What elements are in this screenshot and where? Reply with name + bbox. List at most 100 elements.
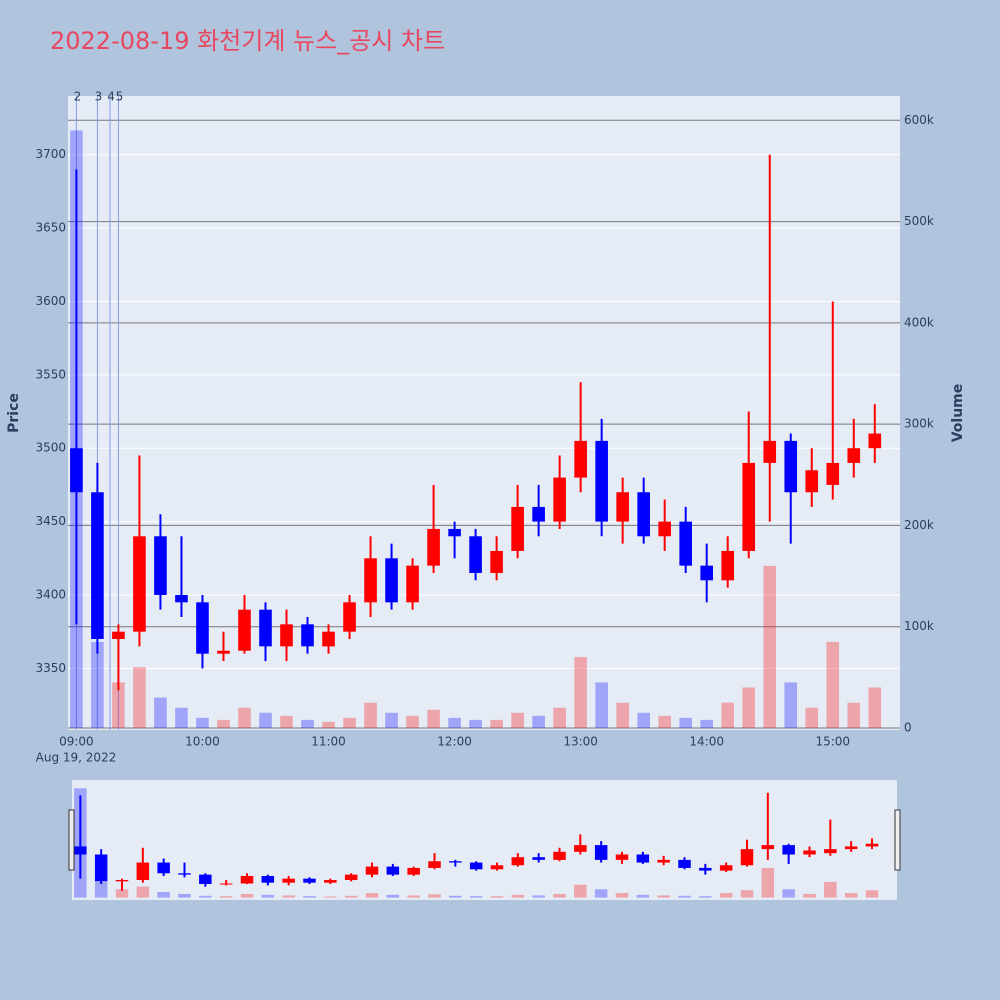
y2-tick-label: 100k [904,619,934,633]
x-tick-label: 11:00 [311,735,346,749]
candle-body [616,492,629,522]
volume-bar [428,894,441,898]
slider-handle[interactable] [894,809,901,871]
volume-bar [699,896,712,898]
volume-bar [112,682,125,728]
volume-bar [574,884,587,898]
volume-bar [553,893,566,898]
volume-bar [868,687,882,728]
volume-bar [700,719,714,728]
candle-body [490,550,503,573]
volume-bar [824,881,837,898]
volume-bar [721,702,735,728]
volume-bar [407,895,420,898]
candle-body [469,536,482,573]
candle-body [490,865,504,870]
candle-body [178,873,191,875]
candle-body [615,854,629,860]
candle-body [259,609,272,647]
volume-bar [364,702,377,728]
volume-bar [574,657,587,728]
volume-bar [91,641,104,728]
slider-handle[interactable] [68,809,75,871]
candle-body [428,861,441,868]
candle-body [826,462,840,485]
volume-bar [615,892,629,898]
volume-bar [803,893,816,898]
candle-body [532,857,545,860]
y-tick-label: 3700 [35,147,66,161]
candle-body [196,602,209,654]
volume-bar [490,719,503,728]
volume-bar [719,892,733,898]
volume-bar [406,715,419,728]
x-date-label: Aug 19, 2022 [36,751,117,765]
y2-tick-label: 500k [904,214,934,228]
volume-bar [196,717,209,728]
volume-bar [637,712,650,728]
candle-body [407,867,420,875]
annotation-label: 2 [74,90,82,104]
volume-bar [259,712,272,728]
volume-bar [532,895,545,898]
volume-bar [847,702,861,728]
annotation-label: 3 [95,90,103,104]
candle-body [365,866,379,875]
volume-bar [303,896,316,898]
candle-body [136,862,150,881]
volume-bar [133,667,146,728]
y-tick-label: 3650 [35,221,66,235]
volume-bar [365,892,379,898]
y2-tick-label: 600k [904,113,934,127]
volume-bar [511,712,524,728]
annotation-label: 4 [107,90,115,104]
volume-bar [865,890,879,898]
candle-body [406,565,419,603]
candle-body [448,528,461,537]
volume-bar [343,717,356,728]
volume-bar [94,881,108,898]
candle-body [594,845,608,860]
candle-body [344,874,358,881]
candle-body [784,440,798,493]
candle-body [469,862,483,870]
candle-body [385,558,398,603]
volume-bar [154,697,167,728]
candle-body [511,857,525,866]
candle-body [217,650,230,654]
candle-body [282,878,295,883]
volume-bar [448,717,461,728]
x-tick-label: 09:00 [59,735,94,749]
candle-body [157,862,170,874]
candle-body [679,521,692,566]
candle-body [70,448,83,493]
candle-body [865,843,879,847]
volume-bar [178,893,191,898]
y2-tick-label: 200k [904,518,934,532]
volume-bar [844,892,858,898]
candle-body [637,492,650,537]
volume-bar [805,707,819,728]
volume-bar [386,894,400,898]
candle-body [532,506,545,522]
volume-bar [532,715,545,728]
chart-title: 2022-08-19 화천기계 뉴스_공시 차트 [50,27,445,55]
volume-bar [282,895,295,898]
volume-bar [636,894,650,898]
candle-body [595,440,608,522]
candle-body [238,609,251,651]
volume-bar [469,896,483,898]
x-tick-label: 15:00 [815,735,850,749]
candle-body [657,859,670,863]
volume-bar [199,895,212,898]
volume-bar [136,886,150,898]
candle-body [740,849,754,866]
candle-body [94,854,108,882]
volume-bar [217,719,230,728]
volume-bar [782,889,795,898]
volume-bar [616,702,629,728]
volume-bar [511,894,525,898]
y2-tick-label: 400k [904,315,934,329]
y-tick-label: 3550 [35,367,66,381]
